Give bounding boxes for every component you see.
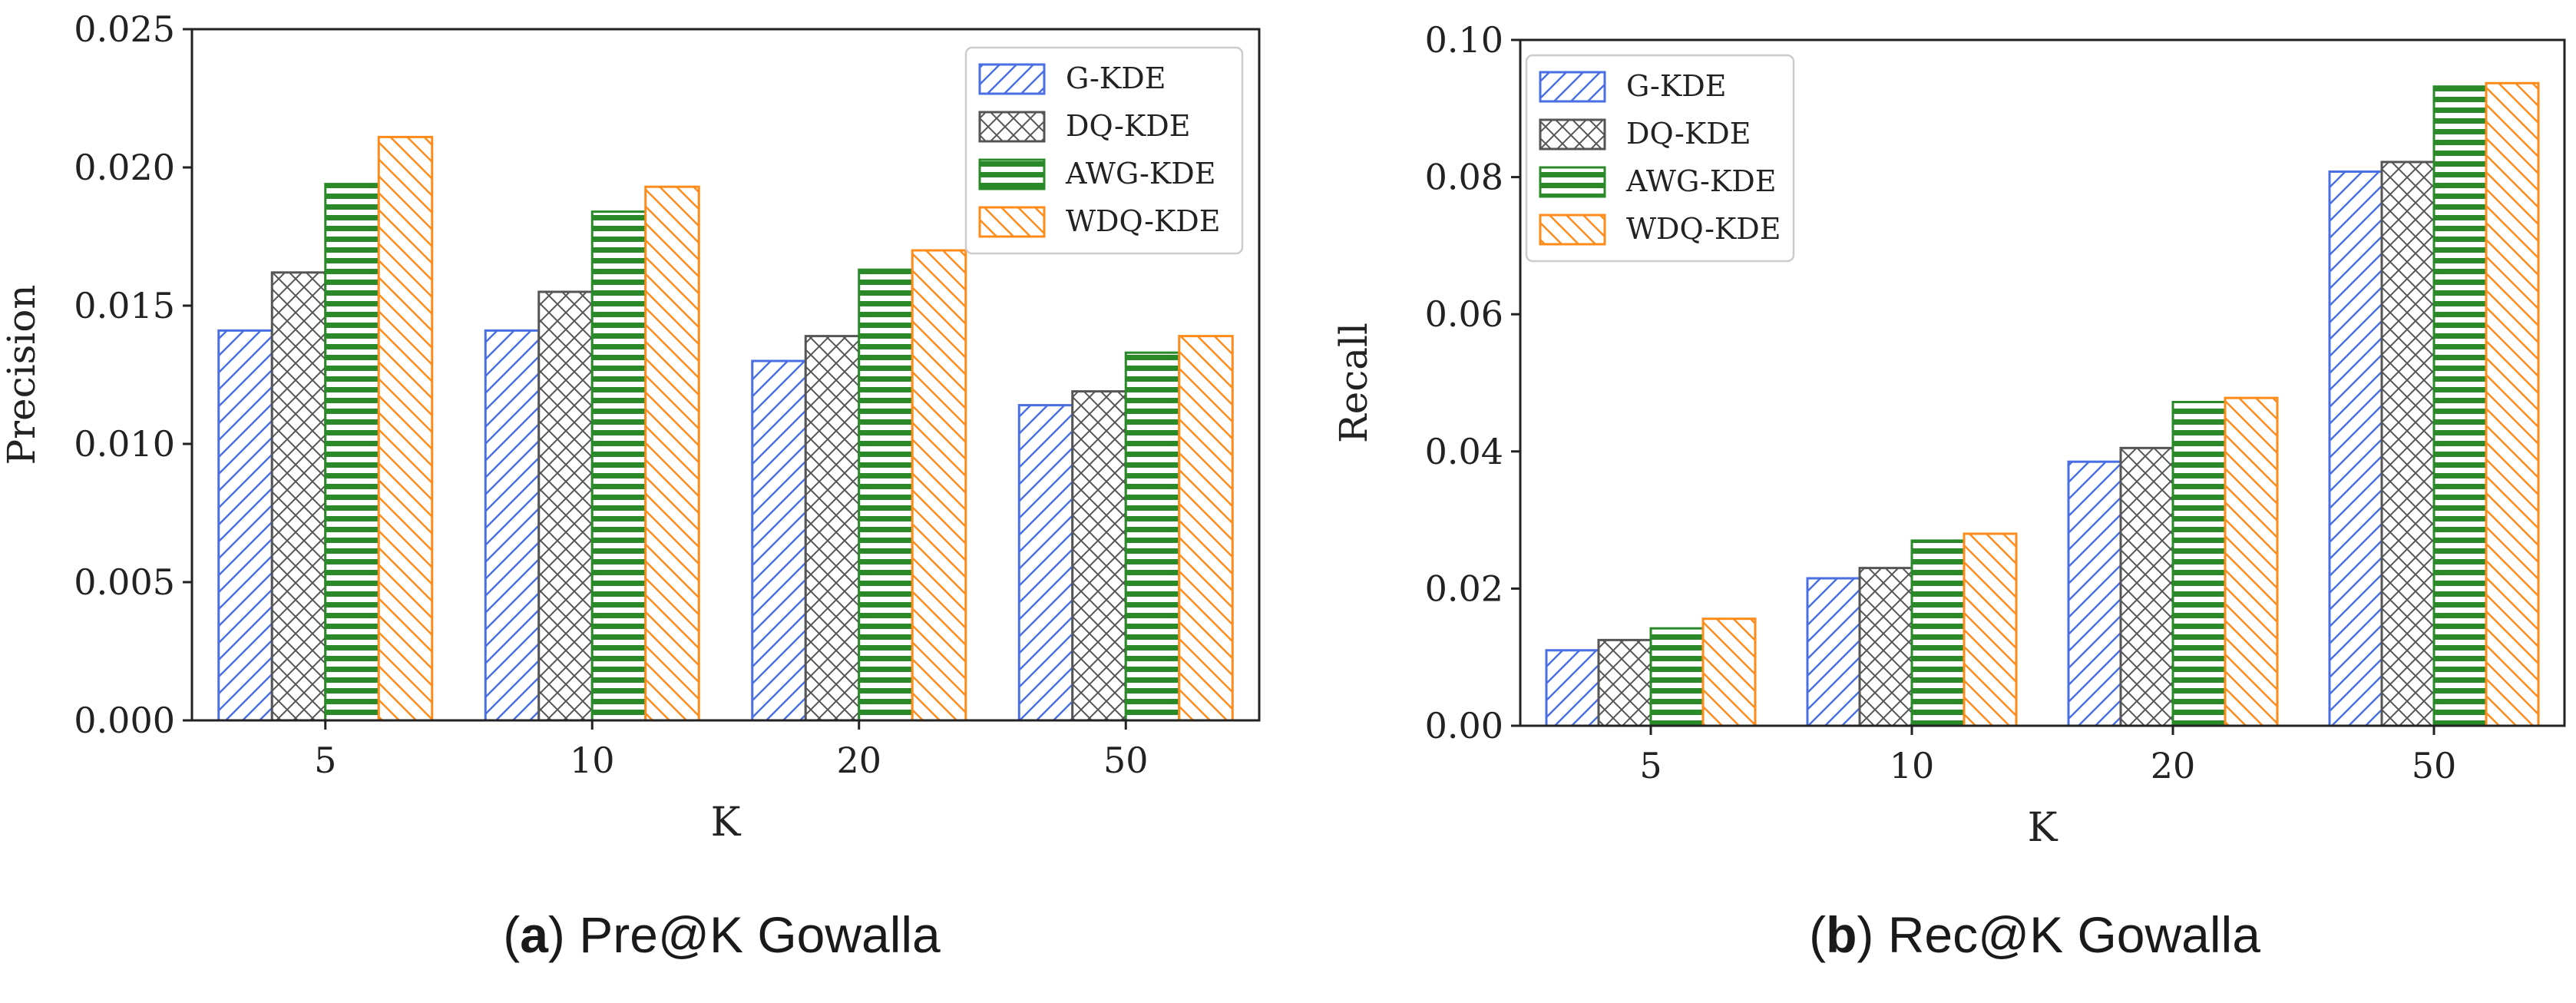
y-axis-label: Recall [1331,323,1376,443]
x-tick-label: 20 [2151,745,2196,786]
x-tick-label: 10 [570,740,615,781]
bar-awg-kde-k50 [1124,351,1181,722]
y-tick-label: 0.010 [74,423,175,465]
bar-awg-kde-k10 [590,210,647,722]
bar-g-kde-k5 [1545,649,1600,727]
legend-swatch-g-kde [978,63,1046,95]
y-tick-label: 0.020 [74,147,175,188]
legend-label-g-kde: G-KDE [1626,69,1727,103]
y-tick-label: 0.000 [74,700,175,741]
legend-label-awg-kde: AWG-KDE [1065,157,1215,190]
precision-panel: 0.000 0.005 0.010 0.015 0.020 0.025 5 10 20 50 K Pr… [0,8,1261,963]
legend-label-wdq-kde: WDQ-KDE [1626,212,1781,246]
x-tick-label: 10 [1890,745,1935,786]
bar-dq-kde-k20 [804,335,861,722]
x-tick-label: 50 [1103,740,1149,781]
bar-dq-kde-k20 [2119,446,2174,727]
legend-swatch-wdq-kde [978,206,1046,238]
caption-text: Pre@K Gowalla [579,906,941,963]
caption-label: b [1826,906,1857,963]
caption-text: Rec@K Gowalla [1888,906,2260,963]
legend-label-wdq-kde: WDQ-KDE [1066,204,1221,238]
bar-g-kde-k10 [484,329,541,722]
bar-awg-kde-k50 [2432,85,2488,727]
bar-awg-kde-k5 [324,183,380,722]
bar-g-kde-k50 [2328,170,2383,727]
bar-g-kde-k10 [1806,577,1861,727]
bar-g-kde-k5 [217,329,273,722]
bar-awg-kde-k5 [1649,627,1705,727]
bar-wdq-kde-k5 [1701,617,1757,727]
bar-awg-kde-k10 [1910,539,1966,727]
y-tick-label: 0.005 [74,561,175,603]
legend-label-dq-kde: DQ-KDE [1066,109,1190,143]
x-axis-label: K [2028,805,2058,851]
panel-caption: (b) Rec@K Gowalla [1809,906,2260,963]
bar-dq-kde-k10 [537,290,594,722]
bar-wdq-kde-k10 [644,185,700,722]
bar-awg-kde-k20 [858,268,914,722]
panel-caption: (a) Pre@K Gowalla [503,906,941,963]
bar-wdq-kde-k20 [2224,396,2279,727]
y-tick-label: 0.04 [1425,431,1503,472]
y-tick-label: 0.10 [1425,19,1503,61]
bar-dq-kde-k5 [270,271,327,722]
bar-dq-kde-k50 [1071,390,1127,722]
bar-g-kde-k20 [2067,460,2122,727]
legend-label-awg-kde: AWG-KDE [1625,164,1776,198]
legend-label-g-kde: G-KDE [1066,61,1166,95]
legend-swatch-dq-kde [1539,118,1606,151]
bar-awg-kde-k20 [2171,401,2227,727]
plot-frame [1519,38,2566,727]
x-tick-label: 20 [836,740,881,781]
legend-swatch-awg-kde [1539,166,1606,198]
legend-swatch-wdq-kde [1539,214,1606,246]
y-axis-label: Precision [0,284,44,465]
legend-swatch-dq-kde [978,111,1046,143]
x-tick-label: 50 [2412,745,2457,786]
legend-frame [1525,54,1795,263]
bar-wdq-kde-k20 [911,249,967,722]
y-tick-label: 0.02 [1425,568,1503,609]
legend: G-KDE DQ-KDE AWG-KDE WDQ-KDE [964,46,1244,255]
recall-panel: 0.00 0.02 0.04 0.06 0.08 0.10 5 10 20 50 K Recall G-… [1331,19,2566,963]
bar-g-kde-k20 [751,359,807,722]
y-tick-label: 0.08 [1425,157,1503,198]
bar-dq-kde-k50 [2380,161,2435,727]
legend-swatch-g-kde [1539,71,1606,103]
bar-wdq-kde-k10 [1963,532,2018,727]
bar-wdq-kde-k50 [1178,335,1234,722]
bar-wdq-kde-k50 [2485,81,2540,727]
legend-frame [964,46,1244,255]
plot-frame [190,28,1261,722]
x-tick-label: 5 [314,740,336,781]
legend-label-dq-kde: DQ-KDE [1626,117,1751,151]
bar-dq-kde-k5 [1597,638,1652,727]
bar-g-kde-k50 [1017,404,1074,722]
x-tick-label: 5 [1639,745,1662,786]
bar-dq-kde-k10 [1858,567,1913,727]
legend: G-KDE DQ-KDE AWG-KDE WDQ-KDE [1525,54,1795,263]
legend-swatch-awg-kde [978,158,1046,190]
y-tick-label: 0.00 [1425,705,1503,746]
y-tick-label: 0.06 [1425,293,1503,335]
y-tick-label: 0.025 [74,8,175,50]
bar-wdq-kde-k5 [377,135,434,722]
y-tick-label: 0.015 [74,285,175,326]
caption-label: a [520,906,549,963]
x-axis-label: K [711,799,742,846]
